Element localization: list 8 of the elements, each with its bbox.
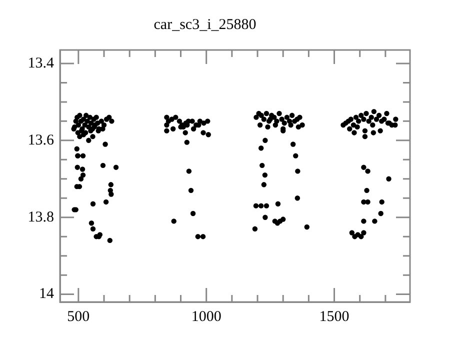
y-tick-label: 13.6	[28, 132, 54, 148]
x-tick-label: 1500	[319, 308, 350, 325]
x-tick-label: 1000	[191, 308, 222, 325]
y-tick-label: 13.8	[28, 209, 54, 226]
chart-title: car_sc3_i_25880	[154, 16, 256, 33]
y-tick-label: 14	[39, 286, 54, 302]
y-tick-label: 13.4	[28, 55, 54, 72]
x-tick-label: 500	[67, 308, 90, 325]
